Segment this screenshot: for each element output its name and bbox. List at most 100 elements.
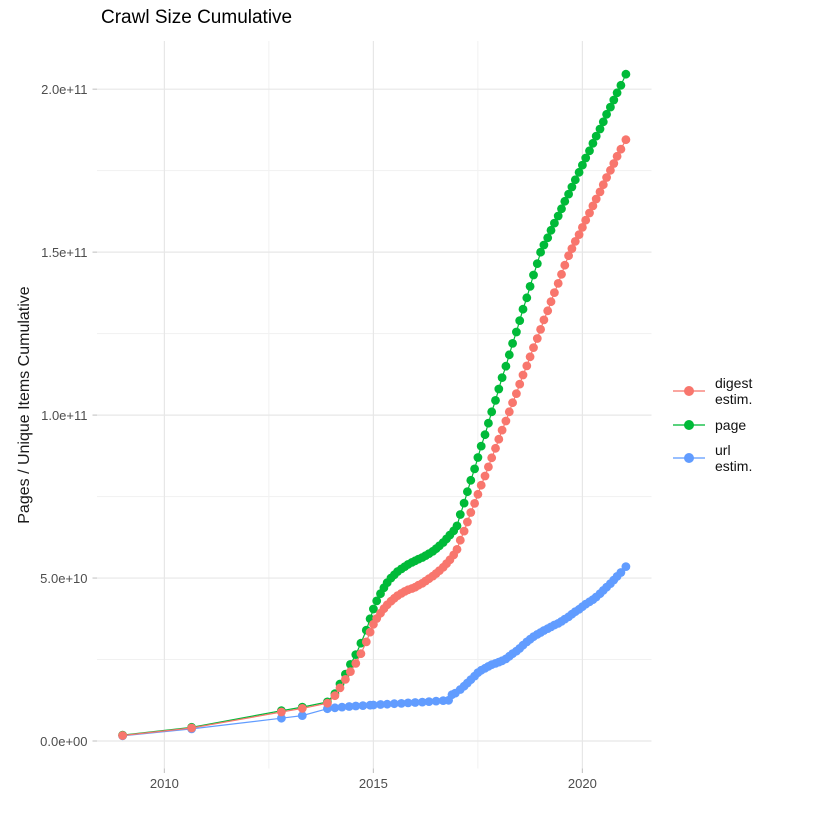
data-point-digest-estim- (591, 194, 601, 204)
data-point-digest-estim- (609, 159, 619, 168)
data-point-digest-estim- (118, 731, 127, 740)
data-point-page (585, 146, 594, 156)
data-point-page (578, 160, 587, 170)
data-point-digest-estim- (351, 659, 361, 668)
data-point-page (553, 211, 563, 221)
data-point-digest-estim- (504, 407, 514, 417)
data-point-digest-estim- (546, 297, 556, 307)
data-point-digest-estim- (501, 416, 511, 426)
legend-key-icon (672, 376, 706, 406)
data-point-digest-estim- (476, 480, 486, 490)
data-point-page (504, 350, 514, 360)
legend-key-icon (672, 443, 706, 473)
data-point-digest-estim- (356, 649, 366, 659)
data-point-digest-estim- (598, 180, 608, 190)
data-point-page (598, 117, 608, 127)
data-point-page (494, 384, 504, 394)
data-point-url-estim- (616, 568, 626, 577)
data-point-page (621, 69, 631, 79)
data-point-digest-estim- (585, 208, 594, 218)
data-point-url-estim- (337, 702, 347, 712)
data-point-digest-estim- (525, 352, 535, 362)
data-point-digest-estim- (574, 230, 584, 240)
data-point-url-estim- (410, 698, 420, 707)
data-point-page (612, 88, 622, 98)
data-point-page (522, 293, 532, 303)
data-point-digest-estim- (297, 704, 307, 713)
data-point-url-estim- (417, 697, 427, 707)
data-point-digest-estim- (512, 389, 521, 398)
legend-item-page: page (672, 410, 746, 440)
data-point-page (529, 270, 538, 280)
x-tick-label: 2010 (149, 776, 179, 791)
data-point-page (602, 109, 611, 119)
data-point-page (532, 259, 542, 268)
legend-item-url-estim-: url estim. (672, 442, 752, 474)
data-point-digest-estim- (588, 201, 598, 211)
data-point-page (550, 218, 559, 228)
data-point-digest-estim- (543, 306, 553, 316)
data-point-digest-estim- (341, 675, 350, 684)
data-point-digest-estim- (346, 667, 355, 676)
data-point-digest-estim- (606, 165, 615, 175)
data-point-page (476, 441, 486, 451)
data-point-page (595, 124, 605, 134)
data-point-digest-estim- (277, 707, 286, 717)
data-point-digest-estim- (330, 691, 340, 701)
data-point-page (574, 167, 584, 177)
data-point-page (501, 361, 511, 371)
data-point-url-estim- (431, 696, 441, 706)
data-point-digest-estim- (484, 462, 493, 472)
data-point-digest-estim- (557, 269, 566, 279)
data-point-page (369, 604, 378, 614)
data-point-digest-estim- (466, 508, 476, 517)
data-point-url-estim- (389, 699, 399, 709)
data-point-url-estim- (397, 699, 406, 708)
data-point-digest-estim- (487, 453, 497, 463)
data-point-page (512, 327, 521, 337)
data-point-page (536, 247, 545, 257)
data-point-digest-estim- (532, 334, 542, 343)
data-point-url-estim- (330, 703, 340, 713)
data-point-url-estim- (376, 700, 385, 709)
data-point-digest-estim- (463, 517, 472, 527)
data-point-url-estim- (403, 698, 413, 708)
data-point-page (463, 487, 472, 497)
data-point-page (543, 233, 553, 243)
data-point-digest-estim- (452, 545, 462, 554)
data-point-digest-estim- (323, 698, 332, 708)
data-point-digest-estim- (361, 637, 371, 647)
x-tick-label: 2020 (567, 776, 597, 791)
legend-item-digest-estim-: digest estim. (672, 375, 752, 407)
data-point-page (546, 225, 556, 235)
legend-key-icon (672, 410, 706, 440)
data-point-digest-estim- (567, 244, 577, 254)
data-point-digest-estim- (497, 425, 507, 435)
data-point-digest-estim- (602, 173, 611, 182)
data-point-page (508, 339, 517, 348)
data-point-page (484, 418, 493, 428)
data-point-digest-estim- (187, 723, 197, 733)
y-tick-label: 0.0e+00 (40, 733, 88, 749)
data-point-digest-estim- (470, 499, 479, 508)
data-point-page (560, 196, 570, 206)
data-point-digest-estim- (560, 260, 570, 270)
data-point-page (459, 498, 469, 508)
data-point-page (564, 189, 573, 199)
data-point-page (515, 316, 525, 325)
data-point-url-estim- (344, 702, 354, 711)
data-point-page (466, 475, 476, 485)
data-point-digest-estim- (539, 315, 549, 325)
data-point-page (591, 131, 601, 141)
legend-label: page (715, 416, 747, 433)
y-tick-label: 1.5e+11 (41, 244, 88, 260)
x-tick-label: 2015 (358, 776, 388, 791)
data-point-page (609, 95, 619, 105)
data-point-page (570, 175, 580, 185)
legend-key-dot (684, 419, 694, 430)
plot-title: Crawl Size Cumulative (101, 7, 293, 28)
data-point-digest-estim- (581, 215, 591, 225)
data-point-page (452, 521, 462, 531)
data-point-page (616, 80, 626, 90)
data-point-page (518, 304, 528, 314)
